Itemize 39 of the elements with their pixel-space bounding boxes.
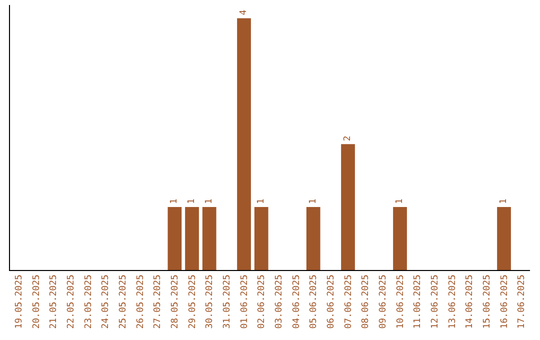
data-label: 1 [256,198,266,204]
x-tick-label: 20.05.2025 [32,274,42,329]
x-tick-label: 12.06.2025 [430,274,441,329]
x-tick-label: 15.06.2025 [482,274,493,329]
x-tick-label: 10.06.2025 [396,274,406,329]
x-tick-label: 23.05.2025 [84,274,94,329]
x-tick-label: 05.06.2025 [309,274,320,329]
x-tick-label: 28.05.2025 [170,274,181,329]
x-tick-label: 01.06.2025 [240,274,250,329]
x-tick-label: 17.06.2025 [517,274,528,329]
x-tick-label: 03.06.2025 [274,274,285,329]
x-tick-label: 11.06.2025 [413,274,424,329]
x-tick-label: 09.06.2025 [378,274,389,329]
x-tick-label: 27.05.2025 [153,274,164,329]
data-label: 1 [170,198,180,204]
data-label: 1 [499,198,509,204]
x-tick-label: 29.05.2025 [188,274,198,329]
x-tick-label: 26.05.2025 [136,274,146,329]
x-tick-label: 19.05.2025 [14,274,25,329]
x-tick-label: 21.05.2025 [49,274,60,329]
x-tick-label: 31.05.2025 [222,274,233,329]
data-label: 4 [239,10,249,16]
data-label: 1 [187,198,197,204]
x-tick-label: 16.06.2025 [500,274,510,329]
x-tick-label: 02.06.2025 [257,274,268,329]
x-tick-label: 24.05.2025 [101,274,112,329]
x-tick-label: 14.06.2025 [465,274,476,329]
x-tick-label: 25.05.2025 [118,274,129,329]
x-tick-label: 30.05.2025 [205,274,216,329]
x-tick-label: 04.06.2025 [292,274,302,329]
x-tick-label: 07.06.2025 [344,274,354,329]
x-tick-label: 08.06.2025 [361,274,372,329]
data-label: 1 [395,198,405,204]
data-label: 2 [343,136,353,142]
x-tick-label: 06.06.2025 [326,274,337,329]
x-tick-label: 22.05.2025 [66,274,77,329]
data-label: 1 [204,198,214,204]
data-label: 1 [308,198,318,204]
x-tick-label: 13.06.2025 [448,274,458,329]
